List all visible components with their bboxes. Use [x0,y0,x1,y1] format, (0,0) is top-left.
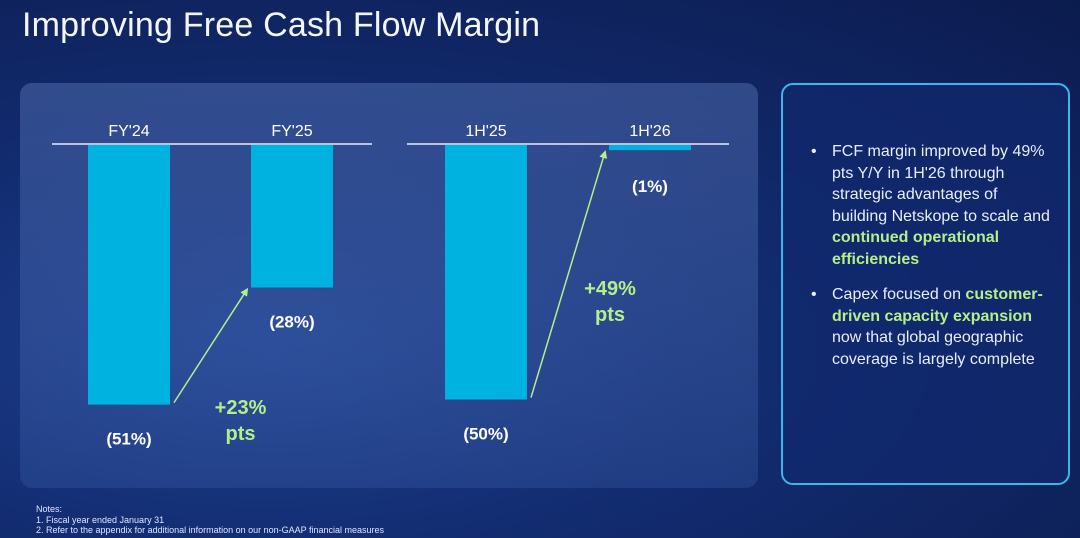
category-label: FY'25 [271,123,312,140]
callout-bullet: • Capex focused on customer-driven capaci… [811,284,1050,370]
change-label: pts [226,423,256,445]
fcf-margin-chart: FY'24 (51%) FY'25 (28%) +23% pts 1H'25 (50%) 1H'… [52,123,729,449]
callout-bullet: • FCF margin improved by 49% pts Y/Y in 1… [811,141,1050,270]
bullet-text: Capex focused on [832,286,966,303]
callout-box: • FCF margin improved by 49% pts Y/Y in 1… [781,83,1070,485]
change-label: pts [595,304,625,326]
bullet-marker: • [811,143,817,160]
data-label: (51%) [106,430,151,449]
bullet-marker: • [811,286,817,303]
note-item-1: 1. Fiscal year ended January 31 [36,514,165,525]
data-label: (1%) [632,177,668,196]
change-label: +23% [215,397,267,419]
highlight-text: continued operational efficiencies [832,229,1000,268]
chart-bar [251,145,333,288]
callout-bullet-list: • FCF margin improved by 49% pts Y/Y in 1… [811,141,1050,370]
category-label: 1H'26 [629,123,670,140]
chart-bar [609,145,691,151]
change-label: +49% [584,278,636,300]
highlight-text: customer-driven capacity expansion [832,286,1043,325]
footnotes: Notes: 1. Fiscal year ended January 31 2… [36,504,384,536]
category-label: 1H'25 [465,123,506,140]
notes-heading: Notes: [36,504,63,514]
category-label: FY'24 [108,123,149,140]
bullet-text: FCF margin improved by 49% pts Y/Y in 1H… [832,143,1050,225]
chart-bar [88,145,170,405]
change-arrow [530,150,608,398]
chart-panel: FY'24 (51%) FY'25 (28%) +23% pts 1H'25 (50%) 1H'… [20,83,758,488]
note-item-2: 2. Refer to the appendix for additional … [36,525,385,535]
chart-bar [445,145,527,400]
data-label: (28%) [269,313,314,332]
data-label: (50%) [463,425,508,444]
change-arrow [173,287,249,404]
slide-title: Improving Free Cash Flow Margin [22,6,541,44]
bullet-text: now that global geographic coverage is l… [832,329,1035,368]
